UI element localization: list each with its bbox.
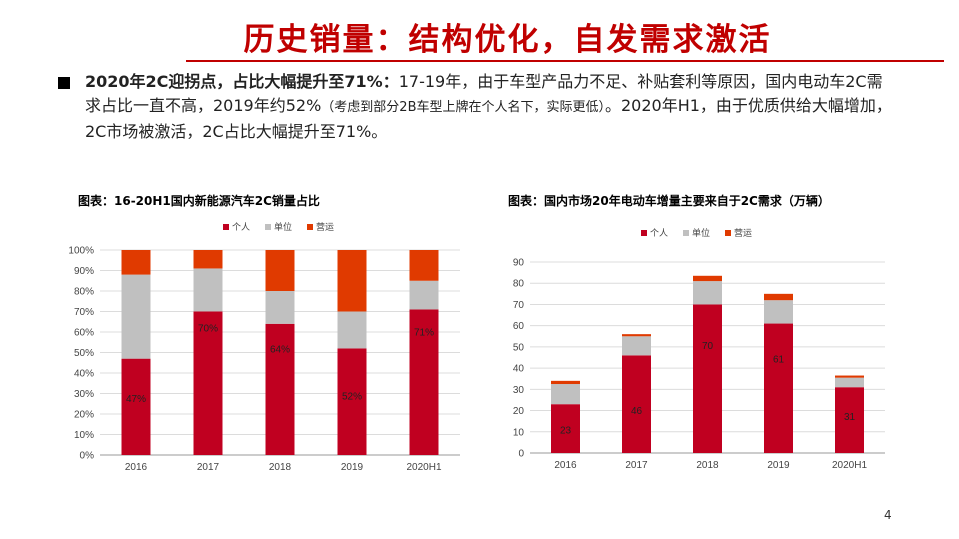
title-underline bbox=[186, 60, 944, 62]
summary-note: （考虑到部分2B车型上牌在个人名下，实际更低） bbox=[321, 100, 605, 115]
chart1-data-label: 64% bbox=[270, 345, 290, 356]
chart1-legend-label-0: 个人 bbox=[232, 222, 250, 232]
chart1-xtick-label: 2017 bbox=[197, 462, 220, 473]
chart1-bar-个人-2020H1 bbox=[409, 309, 439, 455]
chart2-legend-label-2: 营运 bbox=[734, 227, 752, 238]
chart1-bar-营运-2016 bbox=[121, 250, 151, 275]
chart1-data-label: 47% bbox=[126, 394, 146, 405]
chart2-data-label: 46 bbox=[631, 406, 643, 417]
chart2-data-label: 61 bbox=[773, 354, 785, 365]
chart2-bar-单位-2017 bbox=[622, 336, 651, 356]
chart1-data-label: 71% bbox=[414, 328, 434, 339]
chart2-ytick-label: 0 bbox=[518, 449, 524, 460]
chart2-bar-个人-2018 bbox=[693, 304, 722, 453]
chart1-legend-label-1: 单位 bbox=[274, 221, 292, 232]
chart2-bar-营运-2019 bbox=[764, 293, 793, 301]
chart2-bar-个人-2016 bbox=[551, 404, 580, 453]
chart2-ytick-label: 50 bbox=[513, 342, 525, 353]
chart2-bar-营运-2016 bbox=[551, 380, 580, 385]
chart1-bar-营运-2019 bbox=[337, 250, 367, 312]
chart2-ytick-label: 70 bbox=[513, 300, 525, 311]
chart-increment-2c: 个人 单位 营运 0 10 20 30 40 50 60 70 80 90 23 2016 46 2017 70 2… bbox=[513, 227, 885, 471]
chart2-legend-swatch-0 bbox=[641, 230, 647, 236]
chart1-legend-swatch-0 bbox=[223, 224, 229, 230]
chart2-ytick-label: 30 bbox=[513, 385, 525, 396]
chart2-bar-单位-2020H1 bbox=[835, 377, 864, 388]
chart1-ytick-label: 20% bbox=[74, 410, 94, 421]
chart1-bar-单位-2018 bbox=[265, 291, 295, 324]
chart2-ytick-label: 20 bbox=[513, 406, 525, 417]
chart1-bar-个人-2019 bbox=[337, 348, 367, 455]
chart2-ytick-label: 90 bbox=[513, 258, 525, 269]
chart2-bar-营运-2018 bbox=[693, 275, 722, 282]
chart2-bar-个人-2020H1 bbox=[835, 387, 864, 453]
chart1-bar-营运-2018 bbox=[265, 250, 295, 291]
chart1-xtick-label: 2016 bbox=[125, 462, 148, 473]
chart1-ytick-label: 90% bbox=[74, 266, 94, 277]
chart1-bar-个人-2017 bbox=[193, 311, 223, 455]
chart1-ytick-label: 80% bbox=[74, 287, 94, 298]
chart1-xtick-label: 2019 bbox=[341, 462, 364, 473]
chart2-bar-单位-2016 bbox=[551, 384, 580, 405]
chart2-ytick-label: 40 bbox=[513, 364, 525, 375]
bullet-square-icon bbox=[58, 77, 70, 89]
chart1-title: 图表：16-20H1国内新能源汽车2C销量占比 bbox=[78, 194, 320, 208]
chart1-bar-单位-2019 bbox=[337, 311, 367, 349]
chart1-bar-单位-2020H1 bbox=[409, 280, 439, 310]
chart1-ytick-label: 10% bbox=[74, 430, 94, 441]
chart2-data-label: 31 bbox=[844, 412, 856, 423]
summary-bold-lead: 2020年2C迎拐点，占比大幅提升至71%： bbox=[85, 72, 399, 91]
chart-share-2c: 个人 单位 营运 0% 10% 20% 30% 40% 50% 60% 70% 80% 90% 100% 4… bbox=[68, 221, 460, 473]
chart1-bar-单位-2017 bbox=[193, 268, 223, 312]
chart1-bar-个人-2018 bbox=[265, 323, 295, 455]
chart2-ytick-label: 80 bbox=[513, 279, 525, 290]
chart2-bar-单位-2019 bbox=[764, 300, 793, 324]
chart2-xtick-label: 2020H1 bbox=[832, 460, 867, 471]
chart2-bar-单位-2018 bbox=[693, 281, 722, 305]
chart1-legend-label-2: 营运 bbox=[316, 221, 334, 232]
chart1-bar-营运-2020H1 bbox=[409, 250, 439, 281]
chart2-xtick-label: 2017 bbox=[625, 460, 648, 471]
chart1-ytick-label: 60% bbox=[74, 328, 94, 339]
chart2-bar-个人-2017 bbox=[622, 355, 651, 453]
chart2-bar-营运-2017 bbox=[622, 334, 651, 337]
summary-text-1: 17-19年，由于车型产品力不足、补贴套利等原因，国内电动车2C需求占比一直不高… bbox=[85, 72, 883, 115]
chart1-ytick-label: 50% bbox=[74, 348, 94, 359]
chart2-data-label: 70 bbox=[702, 341, 714, 352]
chart1-legend-swatch-2 bbox=[307, 224, 313, 230]
chart2-title: 图表：国内市场20年电动车增量主要来自于2C需求（万辆） bbox=[508, 194, 830, 208]
chart1-ytick-label: 40% bbox=[74, 369, 94, 380]
slide-title: 历史销量：结构优化，自发需求激活 bbox=[243, 22, 772, 58]
chart1-ytick-label: 70% bbox=[74, 307, 94, 318]
chart2-legend-swatch-2 bbox=[725, 230, 731, 236]
chart1-bar-单位-2016 bbox=[121, 274, 151, 359]
chart2-xtick-label: 2018 bbox=[696, 460, 719, 471]
chart2-legend-swatch-1 bbox=[683, 230, 689, 236]
chart2-bar-个人-2019 bbox=[764, 323, 793, 453]
chart1-ytick-label: 100% bbox=[68, 246, 94, 257]
chart1-data-label: 70% bbox=[198, 324, 218, 335]
chart2-ytick-label: 10 bbox=[513, 427, 525, 438]
chart2-bar-营运-2020H1 bbox=[835, 375, 864, 378]
chart1-ytick-label: 30% bbox=[74, 389, 94, 400]
chart1-legend-swatch-1 bbox=[265, 224, 271, 230]
page-number: 4 bbox=[884, 508, 892, 522]
chart1-bar-营运-2017 bbox=[193, 250, 223, 269]
chart2-legend-label-0: 个人 bbox=[650, 228, 668, 238]
chart2-legend-label-1: 单位 bbox=[692, 227, 710, 238]
chart1-bar-个人-2016 bbox=[121, 358, 151, 455]
chart2-data-label: 23 bbox=[560, 425, 572, 436]
chart1-xtick-label: 2020H1 bbox=[406, 462, 441, 473]
chart1-data-label: 52% bbox=[342, 392, 362, 403]
chart2-xtick-label: 2016 bbox=[554, 460, 577, 471]
summary-text-2: 。2020年H1，由于优质供给大幅增加，2C市场被激活，2C占比大幅提升至71%… bbox=[85, 96, 892, 141]
chart2-ytick-label: 60 bbox=[513, 321, 525, 332]
chart2-xtick-label: 2019 bbox=[767, 460, 790, 471]
chart1-ytick-label: 0% bbox=[80, 451, 95, 462]
chart1-xtick-label: 2018 bbox=[269, 462, 292, 473]
summary-paragraph: 2020年2C迎拐点，占比大幅提升至71%：17-19年，由于车型产品力不足、补… bbox=[85, 70, 895, 144]
